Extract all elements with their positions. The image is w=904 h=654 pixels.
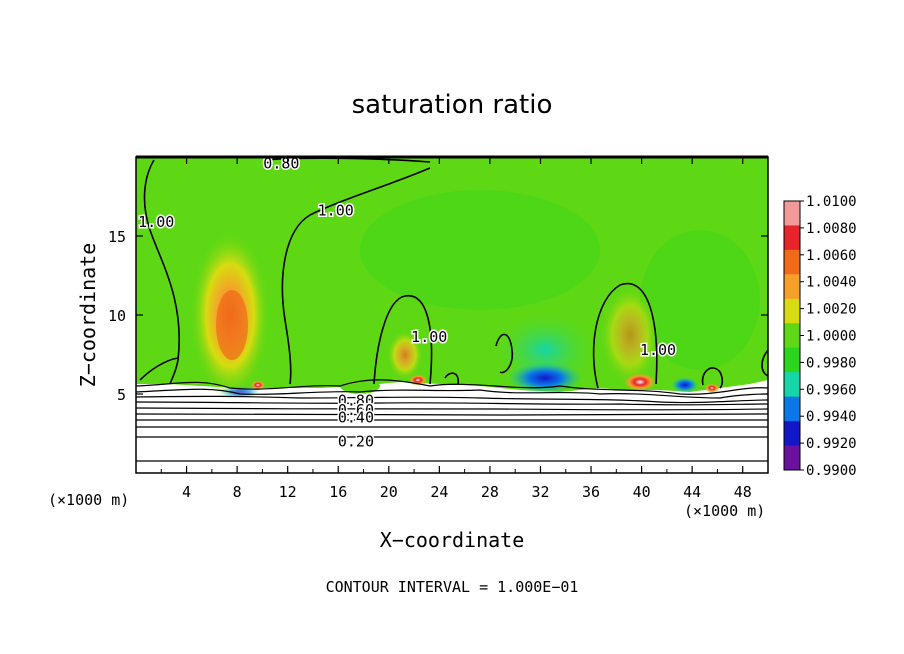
colorbar-label: 0.9920	[806, 436, 857, 452]
warm-plume	[600, 285, 660, 385]
x-tick-label: 44	[683, 483, 701, 501]
x-tick-label: 20	[380, 483, 398, 501]
chart-title: saturation ratio	[352, 90, 553, 120]
contour-label: 1.00	[411, 328, 447, 346]
colorbar-swatch	[784, 274, 800, 300]
x-tick-label: 4	[182, 483, 191, 501]
warm-plume	[387, 330, 423, 380]
colorbar-label: 0.9960	[806, 382, 857, 398]
colorbar-swatch	[784, 225, 800, 251]
y-tick-label: 15	[108, 228, 126, 246]
contour-label: 0.80	[338, 391, 374, 409]
y-tick-label: 5	[117, 386, 126, 404]
x-axis-ticks: 4 8 12 16 20 24 28 32 36 40 44 48	[160, 157, 752, 501]
colorbar-label: 1.0100	[806, 194, 857, 210]
x-tick-label: 8	[233, 483, 242, 501]
colorbar-label: 1.0080	[806, 221, 857, 237]
colorbar-swatch	[784, 298, 800, 324]
x-tick-label: 36	[582, 483, 600, 501]
contour-label: 0.60	[338, 401, 374, 419]
colorbar-swatch	[784, 347, 800, 373]
x-tick-label: 32	[531, 483, 549, 501]
plot-area	[136, 157, 768, 473]
colorbar-label: 0.9900	[806, 463, 857, 479]
colorbar-label: 0.9980	[806, 355, 857, 371]
x-tick-label: 40	[633, 483, 651, 501]
contour-labels: 0.801.001.001.001.000.800.600.400.20	[137, 153, 678, 452]
x-tick-label: 12	[279, 483, 297, 501]
base-contours	[136, 379, 768, 463]
y-axis-label: Z−coordinate	[76, 243, 100, 388]
colorbar-label: 1.0060	[806, 248, 857, 264]
colorbar: 1.0100 1.0080 1.0060 1.0040 1.0020 1.0000 0.99…	[783, 194, 857, 479]
red-spot	[250, 380, 266, 390]
green-blob	[340, 378, 380, 394]
colorbar-swatch	[784, 249, 800, 275]
contour-label: 0.40	[338, 409, 374, 427]
colorbar-swatch	[784, 421, 800, 447]
light-band	[640, 230, 760, 370]
contour-label: 1.00	[318, 202, 354, 220]
contour-interval-note: CONTOUR INTERVAL = 1.000E−01	[326, 578, 579, 596]
colorbar-swatch	[784, 323, 800, 349]
y-tick-label: 10	[108, 307, 126, 325]
colorbar-swatch	[784, 445, 800, 471]
contour-label: 0.20	[338, 432, 374, 450]
colorbar-swatch	[784, 396, 800, 422]
warm-plume-core	[216, 290, 248, 360]
x-unit-label-right: (×1000 m)	[684, 502, 765, 520]
red-spot	[704, 383, 720, 393]
x-tick-label: 24	[430, 483, 448, 501]
colorbar-swatch	[784, 372, 800, 398]
y-axis-ticks: 5 10 15	[108, 228, 768, 404]
x-tick-label: 16	[329, 483, 347, 501]
blue-region	[507, 362, 583, 394]
x-axis-label: X−coordinate	[380, 528, 525, 552]
x-unit-label-left: (×1000 m)	[48, 491, 129, 509]
colorbar-label: 1.0040	[806, 275, 857, 291]
x-tick-label: 28	[481, 483, 499, 501]
contour-label: 1.00	[640, 341, 676, 359]
contour-label: 1.00	[138, 213, 174, 231]
colorbar-label: 1.0020	[806, 302, 857, 318]
colorbar-label: 0.9940	[806, 409, 857, 425]
light-band	[360, 190, 600, 310]
red-spot	[622, 372, 658, 392]
blue-region	[671, 377, 699, 393]
colorbar-label: 1.0000	[806, 329, 857, 345]
colorbar-swatch	[784, 201, 800, 226]
x-tick-label: 48	[734, 483, 752, 501]
